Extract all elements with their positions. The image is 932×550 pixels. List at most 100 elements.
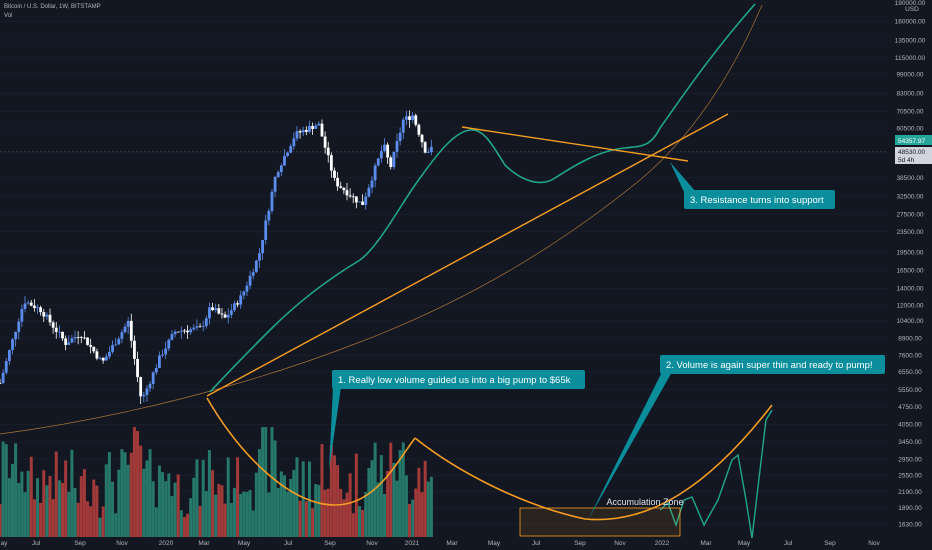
- volume-bar: [7, 478, 11, 537]
- volume-bar: [214, 494, 218, 537]
- volume-bar: [129, 452, 133, 537]
- callout-3-pointer: [670, 162, 696, 192]
- price-tick-label: 6550.00: [898, 369, 922, 376]
- candle-body: [17, 321, 21, 332]
- candle-body: [279, 165, 283, 173]
- candle-body: [23, 303, 27, 309]
- volume-bar: [248, 490, 252, 537]
- symbol-title: Bitcoin / U.S. Dollar, 1W, BITSTAMP: [4, 4, 101, 10]
- callout-2-box[interactable]: [660, 355, 885, 374]
- candle-body: [370, 180, 374, 188]
- volume-bar: [54, 451, 58, 537]
- volume-bar: [420, 492, 424, 537]
- price-tick-label: 27500.00: [896, 212, 923, 219]
- volume-bar: [76, 502, 80, 537]
- candle-body: [289, 146, 293, 153]
- candle-body: [286, 152, 289, 157]
- candle-body: [92, 346, 96, 352]
- bar-countdown-label: 5d 4h: [898, 157, 915, 164]
- volume-bar: [189, 498, 193, 537]
- volume-bar: [167, 473, 171, 537]
- projected-volume-line: [659, 409, 773, 539]
- candle-body: [342, 187, 346, 191]
- accumulation-zone-label: Accumulation Zone: [606, 497, 683, 507]
- volume-bar: [164, 481, 168, 537]
- candle-body: [267, 210, 271, 221]
- volume-bar: [48, 475, 52, 537]
- price-tick-label: 10400.00: [896, 318, 923, 325]
- candle-body: [176, 331, 180, 333]
- candle-body: [73, 337, 77, 339]
- candle-body: [14, 331, 18, 340]
- volume-bar: [67, 491, 71, 537]
- candle-body: [98, 357, 102, 359]
- long-term-curve: [0, 4, 763, 435]
- volume-bar: [279, 471, 283, 537]
- volume-bar: [242, 491, 246, 537]
- date-tick-label: Nov: [366, 540, 378, 547]
- candle-body: [367, 187, 371, 197]
- callout-3-box[interactable]: [684, 190, 835, 209]
- candle-body: [301, 129, 305, 133]
- candle-body: [142, 394, 146, 397]
- candle-body: [26, 302, 30, 304]
- volume-bar: [114, 513, 118, 537]
- candle-body: [70, 338, 74, 343]
- price-tick-label: 83000.00: [896, 91, 923, 98]
- volume-bar: [136, 431, 140, 537]
- candle-body: [114, 344, 118, 346]
- volume-bar: [101, 506, 105, 537]
- volume-bar: [342, 499, 346, 537]
- candle-body: [379, 150, 383, 159]
- candle-body: [101, 357, 105, 361]
- price-tick-label: 12000.00: [896, 303, 923, 310]
- price-tick-label: 3450.00: [898, 439, 922, 446]
- candle-body: [51, 322, 55, 328]
- candle-body: [261, 239, 264, 254]
- candle-body: [83, 337, 86, 339]
- candle-body: [4, 361, 8, 373]
- callout-2-pointer: [588, 372, 672, 520]
- candle-body: [61, 331, 64, 339]
- candle-body: [320, 123, 324, 137]
- price-tick-label: 115000.00: [895, 55, 926, 62]
- candle-body: [264, 220, 268, 240]
- volume-bar: [217, 483, 221, 537]
- volume-bar: [86, 501, 90, 537]
- candle-body: [354, 196, 358, 203]
- candle-body: [95, 351, 99, 359]
- date-axis[interactable]: ay Jul Sep Nov 2020 Mar May Jul Sep Nov 2021 Mar May…: [1, 540, 881, 547]
- candle-body: [276, 172, 280, 178]
- volume-bar: [157, 465, 161, 537]
- volume-bar: [289, 478, 293, 537]
- volume-bar: [401, 442, 405, 537]
- volume-bar: [176, 474, 180, 537]
- volume-bar: [239, 493, 243, 537]
- candle-body: [214, 308, 218, 311]
- volume-bar: [23, 492, 27, 537]
- candle-body: [195, 326, 199, 328]
- volume-bar: [207, 450, 211, 537]
- candle-body: [404, 116, 408, 120]
- candle-body: [167, 339, 171, 349]
- volume-bar: [117, 469, 121, 537]
- accumulation-zone-box: [519, 507, 681, 537]
- price-axis[interactable]: 190000.00 USD 160000.00 135000.00 115000.0…: [895, 0, 926, 528]
- callout-1-box[interactable]: [332, 370, 585, 389]
- candle-body: [336, 177, 340, 187]
- volume-bar: [376, 482, 380, 537]
- volume-bar: [304, 501, 308, 537]
- date-tick-label: Jul: [784, 540, 793, 547]
- volume-bar: [229, 503, 233, 537]
- volume-bar: [14, 443, 18, 537]
- candle-body: [198, 326, 202, 328]
- candle-body: [208, 307, 211, 319]
- volume-bar: [364, 492, 368, 537]
- price-tick-label: 99000.00: [896, 71, 923, 78]
- candle-body: [170, 334, 174, 340]
- date-tick-label: May: [488, 540, 501, 547]
- candle-body: [39, 307, 43, 313]
- volume-bar: [292, 469, 296, 537]
